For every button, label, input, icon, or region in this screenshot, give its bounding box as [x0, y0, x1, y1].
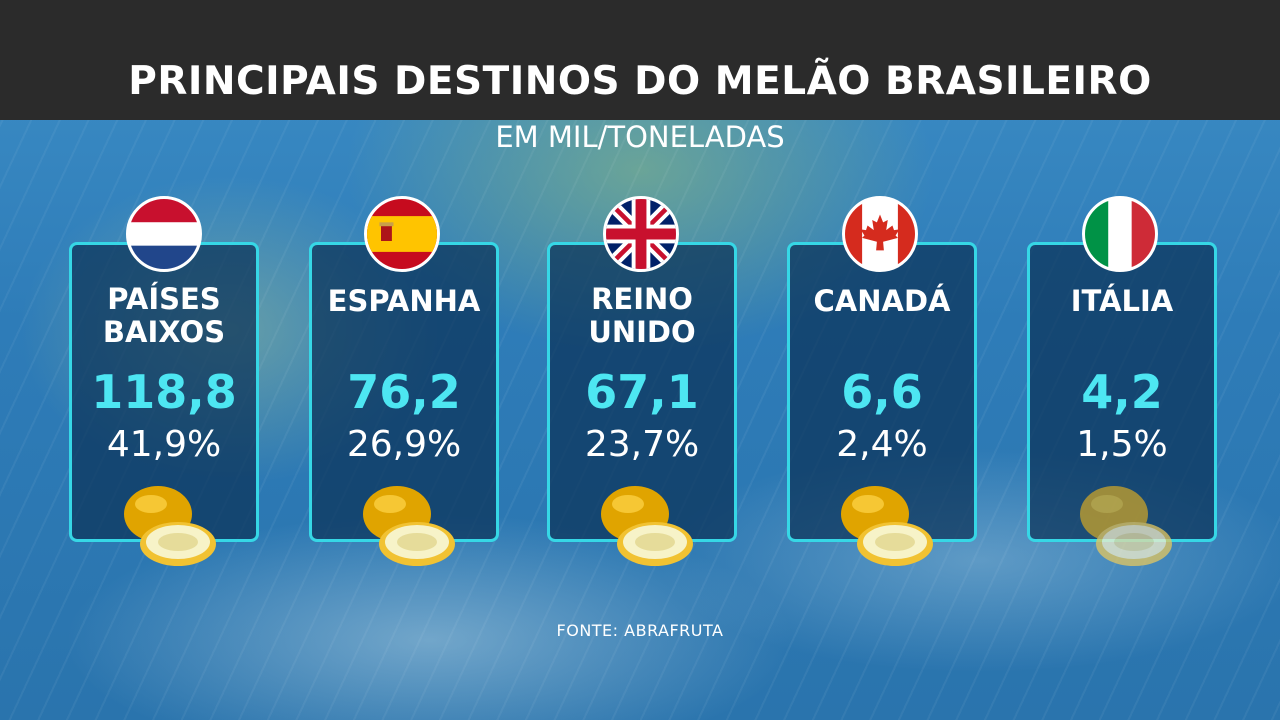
country-name: ITÁLIA [1030, 285, 1214, 318]
country-name-line2: UNIDO [588, 315, 696, 349]
country-card-netherlands: PAÍSES BAIXOS 118,8 41,9% [69, 242, 259, 542]
source-credit: FONTE: ABRAFRUTA [556, 621, 724, 640]
page-title: PRINCIPAIS DESTINOS DO MELÃO BRASILEIRO [128, 59, 1152, 104]
country-name: PAÍSES BAIXOS [72, 283, 256, 349]
country-value: 4,2 [1081, 365, 1163, 419]
country-value: 76,2 [347, 365, 461, 419]
italy-flag-icon [1082, 196, 1158, 272]
country-value: 67,1 [585, 365, 699, 419]
page-subtitle: EM MIL/TONELADAS [495, 120, 785, 154]
title-bar [0, 0, 1280, 120]
spain-flag-icon [364, 196, 440, 272]
canada-flag-icon [842, 196, 918, 272]
country-value: 6,6 [841, 365, 923, 419]
country-percent: 23,7% [584, 424, 700, 465]
country-percent: 1,5% [1076, 424, 1168, 465]
country-percent: 41,9% [106, 424, 222, 465]
country-percent: 26,9% [346, 424, 462, 465]
melon-icon [118, 482, 218, 572]
country-name-line1: PAÍSES [107, 282, 221, 316]
melon-icon [595, 482, 695, 572]
netherlands-flag-icon [126, 196, 202, 272]
country-percent: 2,4% [836, 424, 928, 465]
united-kingdom-flag-icon [603, 196, 679, 272]
country-value: 118,8 [91, 365, 237, 419]
melon-icon [835, 482, 935, 572]
melon-icon [357, 482, 457, 572]
country-name-line1: ITÁLIA [1070, 284, 1174, 318]
country-name-line1: CANADÁ [813, 284, 951, 318]
country-name-line2: BAIXOS [102, 315, 226, 349]
country-name: CANADÁ [790, 285, 974, 318]
country-name-line1: ESPANHA [327, 284, 481, 318]
country-name: ESPANHA [312, 285, 496, 318]
melon-icon [1074, 482, 1174, 572]
country-name: REINO UNIDO [550, 283, 734, 349]
country-name-line1: REINO [591, 282, 693, 316]
